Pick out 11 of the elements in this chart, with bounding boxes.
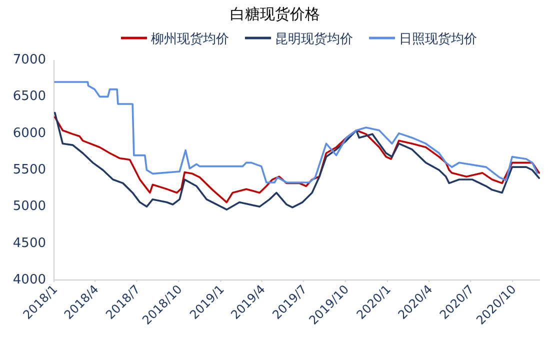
chart-title: 白糖现货价格 — [230, 5, 320, 23]
y-tick-label: 6500 — [12, 89, 46, 104]
y-tick-label: 5000 — [12, 199, 46, 214]
legend-label: 昆明现货均价 — [275, 32, 353, 47]
y-tick-label: 5500 — [12, 162, 46, 178]
y-tick-label: 7000 — [12, 52, 46, 68]
legend-label: 柳州现货均价 — [151, 32, 229, 47]
legend-label: 日照现货均价 — [399, 32, 477, 47]
y-tick-label: 4500 — [12, 236, 46, 251]
y-tick-label: 4000 — [12, 272, 46, 288]
y-tick-label: 6000 — [12, 126, 46, 141]
